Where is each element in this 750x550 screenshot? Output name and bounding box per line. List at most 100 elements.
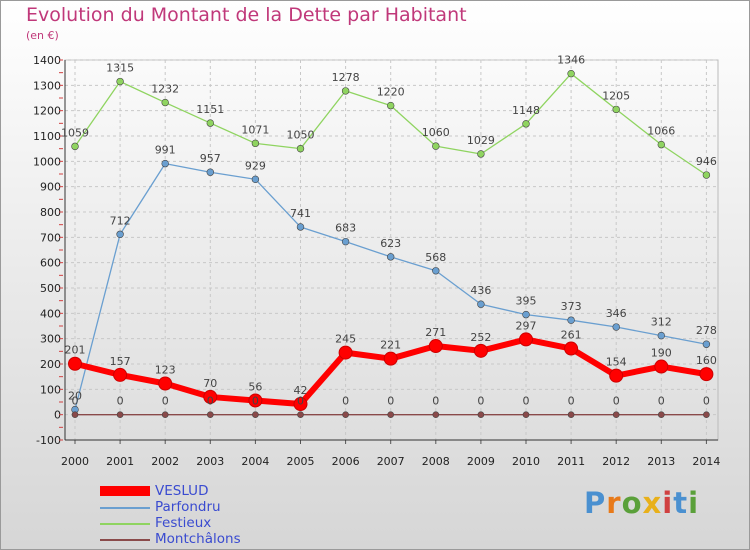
- data-label-festieux: 1220: [377, 86, 405, 99]
- data-point-festieux: [567, 69, 575, 78]
- data-point-festieux: [251, 139, 260, 148]
- y-tick-label: 500: [40, 282, 61, 295]
- data-point-veslud: [383, 351, 398, 366]
- x-tick-label: 2006: [332, 455, 360, 468]
- data-point-festieux: [612, 105, 620, 114]
- data-label-festieux: 1071: [241, 123, 269, 136]
- data-point-montchlons: [252, 411, 259, 418]
- y-tick-label: 1100: [33, 130, 61, 143]
- data-label-festieux: 1066: [647, 125, 675, 138]
- data-point-veslud: [699, 367, 714, 382]
- data-label-montchlons: 0: [72, 395, 79, 408]
- data-point-parfondru: [341, 237, 350, 246]
- x-tick-label: 2011: [557, 455, 585, 468]
- data-label-parfondru: 957: [200, 152, 221, 165]
- data-point-festieux: [116, 77, 124, 86]
- logo-letter: P: [584, 486, 607, 520]
- data-label-montchlons: 0: [117, 395, 124, 408]
- data-point-parfondru: [612, 323, 620, 331]
- data-label-montchlons: 0: [387, 395, 394, 408]
- data-label-veslud: 245: [335, 333, 356, 346]
- y-tick-label: 700: [40, 231, 61, 244]
- proxiti-logo: Proxiti: [584, 486, 699, 520]
- x-tick-label: 2003: [196, 455, 224, 468]
- data-point-festieux: [657, 140, 665, 149]
- data-point-veslud: [609, 368, 624, 383]
- data-label-parfondru: 568: [425, 251, 446, 264]
- legend-label-veslud: VESLUD: [155, 483, 209, 499]
- logo-letter: t: [673, 486, 689, 520]
- data-label-veslud: 297: [516, 319, 537, 332]
- y-tick-label: 800: [40, 206, 61, 219]
- data-point-veslud: [338, 345, 353, 360]
- data-label-parfondru: 623: [380, 237, 401, 250]
- data-point-montchlons: [116, 411, 124, 418]
- x-tick-label: 2008: [422, 455, 450, 468]
- x-tick-label: 2000: [61, 455, 89, 468]
- y-tick-label: 1300: [33, 79, 61, 92]
- data-label-veslud: 42: [294, 384, 308, 397]
- data-point-festieux: [206, 119, 215, 127]
- data-label-montchlons: 0: [432, 395, 439, 408]
- data-label-montchlons: 0: [342, 395, 349, 408]
- data-point-montchlons: [477, 411, 485, 418]
- legend-swatch-parfondru: [100, 507, 150, 509]
- data-label-parfondru: 312: [651, 316, 672, 329]
- x-tick-label: 2002: [151, 455, 179, 468]
- data-label-montchlons: 0: [297, 395, 304, 408]
- data-point-veslud: [654, 359, 669, 374]
- data-label-montchlons: 0: [252, 395, 259, 408]
- data-point-veslud: [203, 389, 218, 404]
- y-tick-label: 1000: [33, 155, 61, 168]
- data-point-montchlons: [387, 411, 395, 418]
- data-label-veslud: 271: [425, 326, 446, 339]
- logo-letter: i: [688, 486, 700, 520]
- data-label-montchlons: 0: [207, 395, 214, 408]
- x-tick-label: 2010: [512, 455, 540, 468]
- data-label-festieux: 1205: [602, 89, 630, 102]
- y-tick-label: 0: [54, 409, 61, 422]
- data-point-festieux: [296, 144, 305, 153]
- data-point-festieux: [161, 98, 169, 107]
- data-label-parfondru: 683: [335, 222, 356, 235]
- data-label-montchlons: 0: [658, 395, 665, 408]
- data-point-veslud: [293, 397, 308, 412]
- data-label-parfondru: 991: [155, 144, 176, 157]
- chart-subtitle: (en €): [26, 29, 59, 42]
- data-label-parfondru: 712: [110, 214, 131, 227]
- data-point-parfondru: [387, 253, 395, 261]
- data-label-veslud: 252: [470, 331, 491, 344]
- y-tick-label: 300: [40, 333, 61, 346]
- data-point-montchlons: [71, 411, 79, 418]
- data-point-montchlons: [657, 411, 665, 418]
- data-point-parfondru: [116, 230, 124, 238]
- x-tick-label: 2004: [241, 455, 269, 468]
- y-tick-label: 100: [40, 383, 61, 396]
- data-point-festieux: [702, 171, 711, 179]
- x-tick-label: 2014: [692, 455, 720, 468]
- data-label-veslud: 157: [110, 355, 131, 368]
- legend-label-festieux: Festieux: [155, 515, 212, 531]
- data-label-festieux: 1148: [512, 104, 540, 117]
- legend-swatch-festieux: [100, 523, 150, 525]
- data-point-veslud: [248, 393, 263, 408]
- data-point-parfondru: [251, 175, 260, 184]
- logo-letter: r: [606, 486, 622, 520]
- data-label-festieux: 1232: [151, 83, 179, 96]
- data-label-parfondru: 373: [561, 300, 582, 313]
- data-point-montchlons: [207, 411, 214, 418]
- data-label-veslud: 123: [155, 364, 176, 377]
- data-point-montchlons: [522, 411, 530, 418]
- data-label-parfondru: 929: [245, 159, 266, 172]
- data-label-veslud: 201: [65, 344, 86, 357]
- logo-letter: i: [662, 486, 674, 520]
- data-label-festieux: 1278: [332, 71, 360, 84]
- y-tick-label: 900: [40, 181, 61, 194]
- data-point-veslud: [113, 367, 128, 382]
- data-label-montchlons: 0: [477, 395, 484, 408]
- data-point-parfondru: [161, 159, 169, 168]
- legend-label-montchalons: Montchâlons: [155, 531, 241, 547]
- data-label-parfondru: 20: [68, 390, 82, 403]
- data-point-veslud: [428, 339, 443, 354]
